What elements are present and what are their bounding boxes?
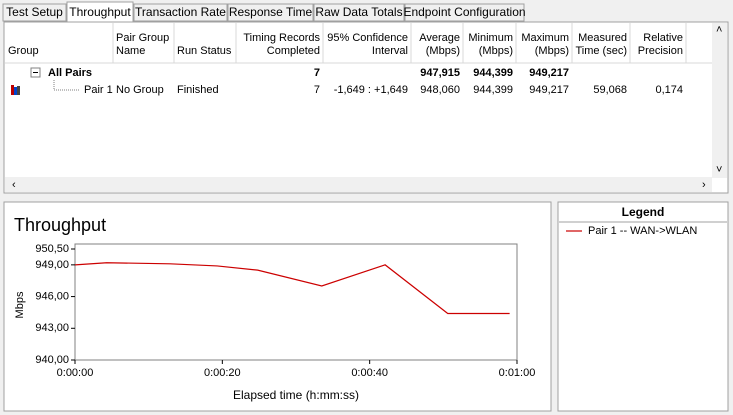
chart-title: Throughput: [14, 215, 106, 235]
table-cell: 7: [314, 67, 320, 79]
table-cell: All Pairs: [48, 67, 92, 79]
table-cell: 7: [314, 84, 320, 96]
scroll-right[interactable]: ›: [702, 179, 706, 191]
y-axis-label: Mbps: [14, 291, 26, 318]
column-header[interactable]: (Mbps): [426, 45, 460, 57]
tab-label[interactable]: Throughput: [69, 5, 131, 19]
column-header[interactable]: (Mbps): [479, 45, 513, 57]
scroll-down[interactable]: ˅: [716, 164, 722, 176]
table-cell: 59,068: [593, 84, 627, 96]
table-header: [5, 23, 713, 63]
column-header[interactable]: Measured: [578, 32, 627, 44]
table-cell: Finished: [177, 84, 219, 96]
table-cell: 944,399: [473, 67, 513, 79]
legend-panel: [557, 201, 729, 412]
tab-label[interactable]: Endpoint Configuration: [403, 5, 525, 19]
column-header[interactable]: Precision: [638, 45, 683, 57]
x-axis-label: Elapsed time (h:mm:ss): [233, 388, 359, 402]
y-tick-label: 940,00: [35, 354, 69, 366]
table-cell: Pair 1: [84, 84, 113, 96]
column-header[interactable]: Time (sec): [575, 45, 627, 57]
legend-entry[interactable]: Pair 1 -- WAN->WLAN: [588, 225, 697, 237]
scroll-up[interactable]: ˄: [716, 24, 722, 36]
column-header[interactable]: Maximum: [521, 32, 569, 44]
plot-area: [74, 243, 518, 361]
pair-icon: [11, 85, 20, 95]
icon-bar: [17, 86, 20, 95]
scroll-left[interactable]: ‹: [12, 179, 16, 191]
y-tick-label: 946,00: [35, 290, 69, 302]
x-tick-label: 0:00:20: [204, 367, 241, 379]
column-header[interactable]: Relative: [643, 32, 683, 44]
column-header[interactable]: 95% Confidence: [327, 32, 408, 44]
x-tick-label: 0:00:00: [57, 367, 94, 379]
h-scrollbar[interactable]: [5, 177, 712, 192]
table-cell: No Group: [116, 84, 164, 96]
table-cell: 0,174: [655, 84, 683, 96]
icon-bar: [14, 87, 17, 95]
tab[interactable]: [227, 3, 314, 22]
tab[interactable]: [313, 3, 405, 22]
column-header[interactable]: Group: [8, 45, 39, 57]
y-tick-label: 950,50: [35, 243, 69, 255]
table-cell: 944,399: [473, 84, 513, 96]
x-tick-label: 0:00:40: [351, 367, 388, 379]
tab-label[interactable]: Transaction Rate: [135, 5, 226, 19]
y-tick-label: 949,00: [35, 259, 69, 271]
column-header[interactable]: Timing Records: [243, 32, 320, 44]
column-header[interactable]: Name: [116, 45, 145, 57]
table-cell: 948,060: [420, 84, 460, 96]
tab[interactable]: [2, 3, 67, 22]
tab[interactable]: [404, 3, 525, 22]
tab[interactable]: [66, 1, 134, 23]
column-header[interactable]: Minimum: [468, 32, 513, 44]
column-header[interactable]: (Mbps): [535, 45, 569, 57]
table-cell: 949,217: [529, 67, 569, 79]
column-header[interactable]: Interval: [372, 45, 408, 57]
table-cell: 947,915: [420, 67, 460, 79]
table-cell: 949,217: [529, 84, 569, 96]
tab-label[interactable]: Test Setup: [6, 5, 63, 19]
tab-label[interactable]: Raw Data Totals: [315, 5, 402, 19]
x-tick-label: 0:01:00: [499, 367, 536, 379]
table-cell: -1,649 : +1,649: [334, 84, 408, 96]
tab[interactable]: [133, 3, 228, 22]
data-line: [74, 262, 510, 315]
column-header[interactable]: Average: [419, 32, 460, 44]
legend-title: Legend: [622, 205, 665, 219]
y-tick-label: 943,00: [35, 322, 69, 334]
tab-label[interactable]: Response Time: [229, 5, 313, 19]
icon-bar: [11, 85, 14, 95]
tree-line: [53, 80, 80, 91]
column-header[interactable]: Pair Group: [116, 32, 169, 44]
column-header[interactable]: Run Status: [177, 45, 232, 57]
column-header[interactable]: Completed: [267, 45, 320, 57]
v-scrollbar[interactable]: [712, 23, 727, 178]
